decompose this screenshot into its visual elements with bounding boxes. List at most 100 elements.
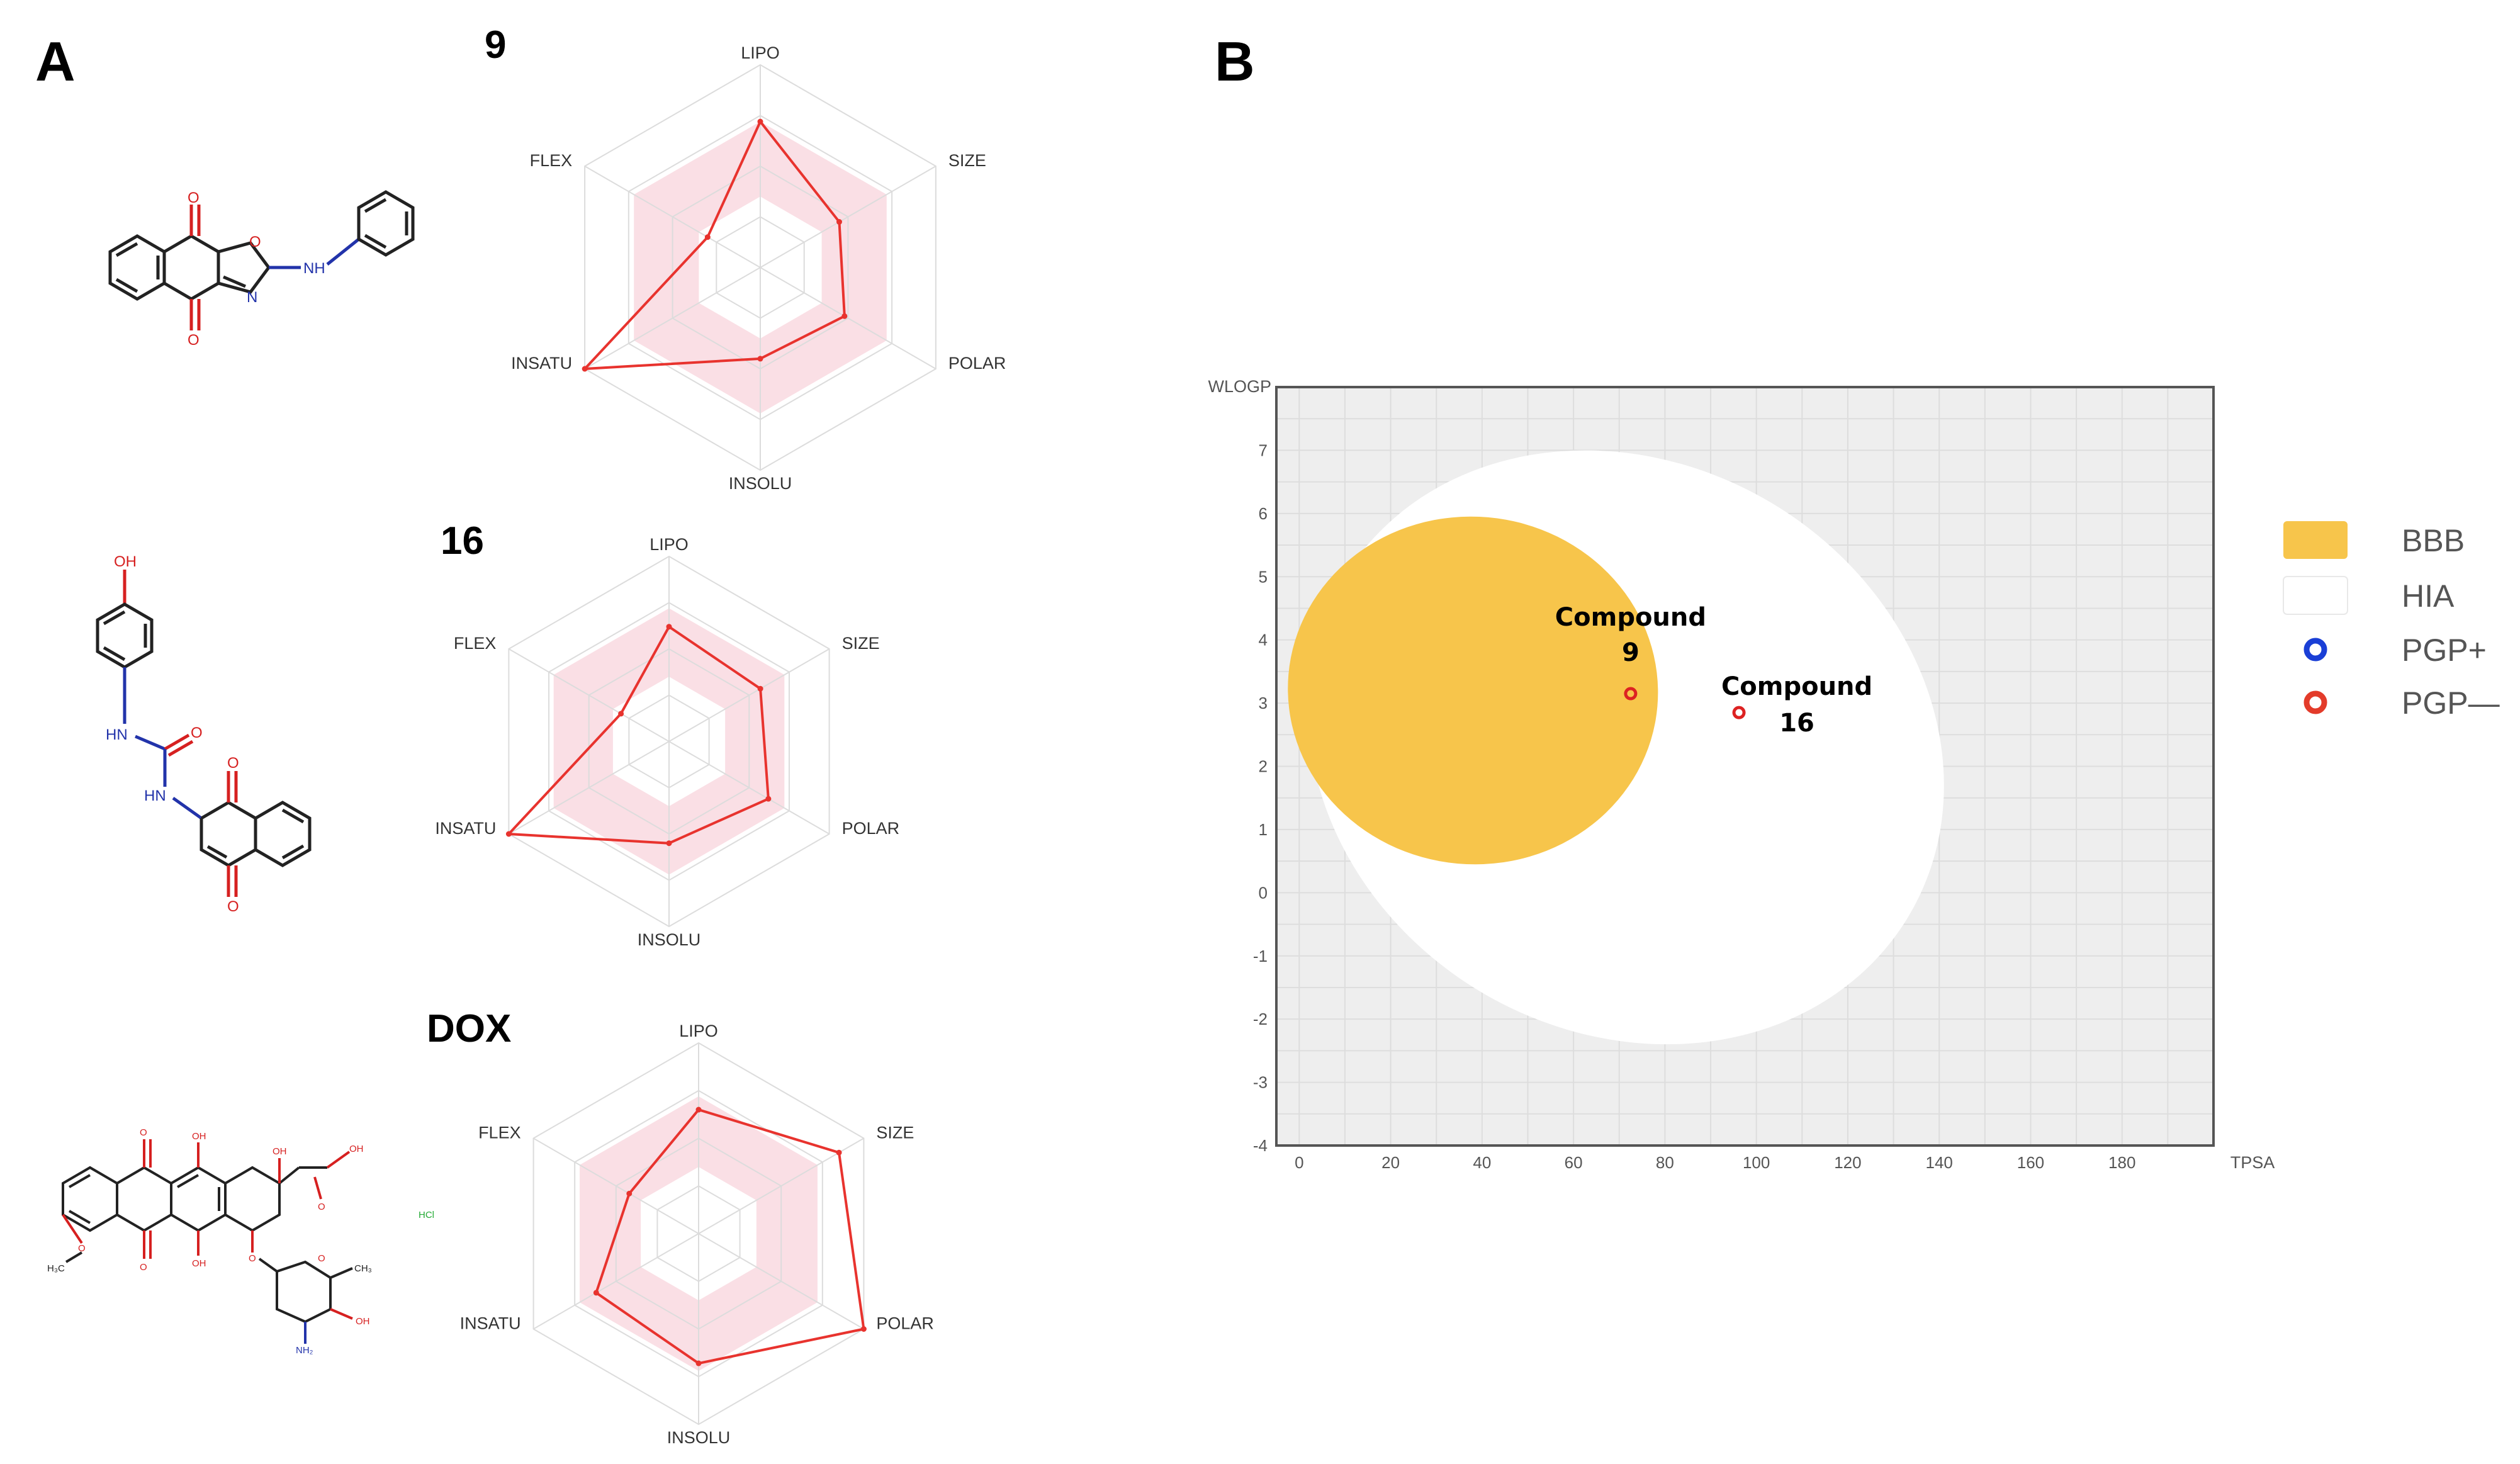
radar-axis-label: SIZE — [876, 1123, 914, 1142]
structure-compound-9 — [108, 190, 415, 330]
atom-nh2: NH₂ — [296, 1345, 313, 1356]
radar-axis-label: POLAR — [876, 1314, 934, 1333]
radar-point — [757, 685, 763, 692]
radar-spoke — [584, 267, 761, 369]
plot-frame — [1275, 386, 2215, 1147]
y-tick-label: -2 — [1253, 1010, 1268, 1028]
x-tick-label: 80 — [1656, 1153, 1674, 1172]
atom-o: O — [188, 332, 200, 349]
legend-label: HIA — [2402, 578, 2455, 614]
radar-point — [841, 313, 848, 319]
y-tick-label: 4 — [1259, 631, 1268, 650]
radar-point — [695, 1360, 702, 1366]
panel-label-b: B — [1215, 30, 1255, 93]
data-point-compound-16 — [1732, 706, 1746, 719]
x-tick-label: 160 — [2017, 1153, 2044, 1172]
radar-axis-label: INSATU — [435, 819, 496, 838]
atom-oh: OH — [192, 1131, 206, 1142]
atom-h3c: H₃C — [47, 1263, 65, 1274]
x-tick-label: 100 — [1743, 1153, 1770, 1172]
atom-o: O — [249, 1253, 256, 1264]
molecule-label-16: 16 — [441, 519, 484, 563]
structure-doxorubicin — [62, 1139, 353, 1344]
atom-o: O — [78, 1243, 86, 1254]
point-label: Compound — [1555, 603, 1706, 632]
x-tick-label: 140 — [1925, 1153, 1952, 1172]
radar-axis-label: LIPO — [741, 43, 780, 62]
atom-nh: NH — [303, 260, 325, 277]
atom-oh: OH — [356, 1316, 370, 1327]
panel-label-a: A — [35, 30, 76, 93]
atom-o: O — [188, 189, 200, 206]
radar-axis-label: INSOLU — [638, 930, 701, 949]
radar-axis-label: INSOLU — [667, 1428, 731, 1447]
point-id-label: 9 — [1622, 638, 1640, 667]
atom-o: O — [191, 724, 203, 741]
radar-chart-16: LIPO SIZE POLAR INSOLU INSATU FLEX — [435, 535, 899, 949]
radar-spoke — [668, 648, 830, 742]
radar-point — [836, 1149, 842, 1156]
radar-point — [666, 840, 672, 847]
radar-axis-label: INSOLU — [729, 474, 792, 493]
legend-marker — [2303, 638, 2327, 662]
radar-axis-label: LIPO — [650, 535, 689, 554]
y-tick-label: -1 — [1253, 947, 1268, 966]
atom-oh: OH — [273, 1146, 287, 1157]
radar-point — [582, 366, 588, 372]
legend-label: BBB — [2402, 523, 2465, 558]
legend: BBB HIA PGP+ PGP— — [2283, 521, 2500, 721]
boiled-egg-chart: 0 20 40 60 80 100 120 140 160 180 -4 -3 -2 -1 0 1 2 3 4 5 6 7… — [1208, 377, 2275, 1172]
atom-o: O — [140, 1127, 147, 1138]
atom-o: O — [249, 234, 261, 251]
radar-optimal-zone — [634, 121, 887, 414]
radar-spoke — [508, 648, 670, 742]
radar-axis-label: SIZE — [948, 151, 986, 170]
x-tick-label: 40 — [1473, 1153, 1491, 1172]
atom-n: N — [247, 289, 257, 306]
radar-optimal-zone — [580, 1096, 818, 1371]
y-tick-label: -4 — [1253, 1136, 1268, 1155]
y-tick-label: 5 — [1259, 567, 1268, 586]
plot-regions — [1288, 450, 1944, 1045]
radar-spoke — [508, 741, 670, 835]
radar-axis-label: FLEX — [530, 151, 573, 170]
x-tick-label: 120 — [1834, 1153, 1861, 1172]
radar-spoke — [584, 166, 761, 268]
radar-axis-label: INSATU — [511, 354, 572, 373]
atom-nh: HN — [106, 726, 128, 743]
radar-spoke — [533, 1137, 699, 1234]
y-tick-label: 2 — [1259, 757, 1268, 776]
radar-point — [666, 624, 672, 630]
legend-label: PGP+ — [2402, 633, 2487, 668]
atom-o: O — [318, 1253, 325, 1264]
radar-axis-label: INSATU — [460, 1314, 521, 1333]
radar-point — [593, 1290, 599, 1296]
atom-oh: OH — [114, 553, 137, 570]
atom-oh: OH — [349, 1144, 364, 1154]
radar-point — [505, 831, 512, 837]
radar-spoke — [760, 267, 937, 369]
radar-point — [757, 356, 763, 362]
radar-axis-label: LIPO — [679, 1022, 718, 1040]
atom-o: O — [227, 755, 239, 772]
radar-point — [757, 118, 763, 125]
x-tick-label: 60 — [1565, 1153, 1583, 1172]
y-axis-label: WLOGP — [1208, 377, 1271, 396]
radar-point — [618, 711, 624, 717]
atom-o: O — [318, 1202, 325, 1212]
region-bbb — [1288, 516, 1658, 865]
structure-compound-16 — [96, 570, 312, 897]
radar-spoke — [533, 1233, 699, 1330]
x-tick-label: 20 — [1381, 1153, 1400, 1172]
atom-o: O — [140, 1262, 147, 1273]
y-tick-label: 6 — [1259, 504, 1268, 523]
radar-axis-label: POLAR — [948, 354, 1006, 373]
radar-axis-label: POLAR — [842, 819, 900, 838]
legend-swatch-hia — [2283, 576, 2348, 615]
x-tick-label: 0 — [1295, 1153, 1303, 1172]
atom-o: O — [227, 898, 239, 915]
legend-swatch-bbb — [2283, 521, 2348, 559]
data-point-compound-9 — [1624, 687, 1638, 701]
radar-point — [704, 234, 711, 240]
